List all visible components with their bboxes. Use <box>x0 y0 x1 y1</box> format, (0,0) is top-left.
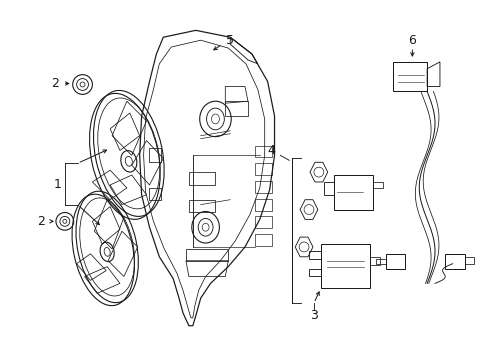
Text: 2: 2 <box>37 215 45 228</box>
Text: 2: 2 <box>51 77 59 90</box>
Text: 3: 3 <box>310 309 318 322</box>
Text: 4: 4 <box>268 144 275 157</box>
Text: 5: 5 <box>226 34 234 47</box>
Text: 6: 6 <box>409 34 416 47</box>
Text: 1: 1 <box>54 179 62 192</box>
